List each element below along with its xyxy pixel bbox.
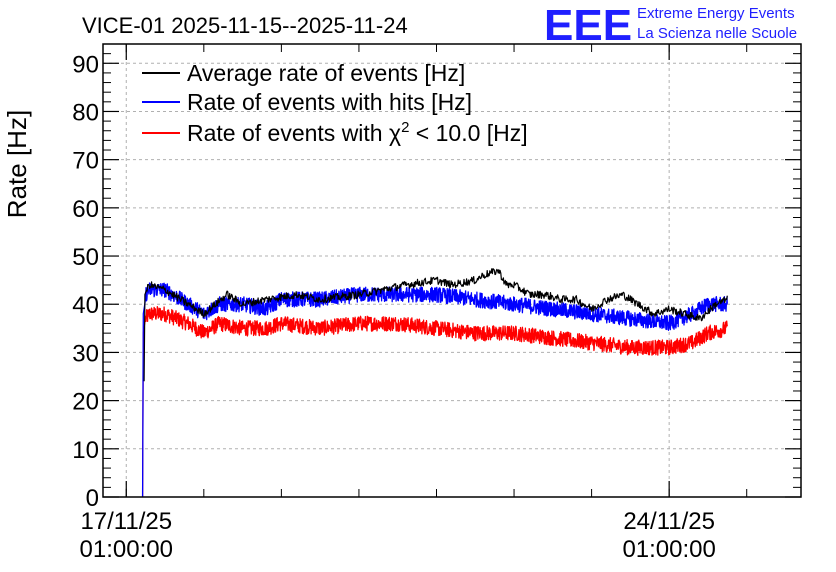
legend-chi2-prefix: Rate of events with — [187, 120, 389, 146]
y-axis-label: Rate [Hz] — [2, 110, 32, 218]
series-average-line — [143, 268, 728, 382]
logo-line-1: Extreme Energy Events — [637, 5, 795, 22]
logo-line-2: La Scienza nelle Scuole — [637, 25, 797, 42]
y-tick-label: 20 — [72, 389, 99, 416]
y-tick-label: 70 — [72, 148, 99, 175]
legend: Average rate of events [Hz] Rate of even… — [142, 60, 528, 146]
y-tick-labels: 0 10 20 30 40 50 60 70 80 90 — [72, 51, 99, 512]
y-tick-label: 40 — [72, 292, 99, 319]
plot-frame — [102, 43, 802, 498]
logo-eee-text: EEE — [544, 1, 632, 50]
y-tick-label: 0 — [86, 485, 99, 512]
legend-chi2-suffix: < 10.0 [Hz] — [409, 120, 527, 146]
x-tick-label-date: 17/11/25 — [80, 508, 172, 535]
legend-label-hits: Rate of events with hits [Hz] — [187, 89, 472, 115]
y-tick-label: 90 — [72, 51, 99, 78]
y-tick-label: 30 — [72, 340, 99, 367]
legend-label-average: Average rate of events [Hz] — [187, 60, 465, 86]
chart-title: VICE-01 2025-11-15--2025-11-24 — [82, 13, 408, 38]
y-tick-label: 80 — [72, 99, 99, 126]
x-tick-label-time: 01:00:00 — [80, 536, 173, 563]
series-chi2-line — [141, 305, 728, 498]
series-hits-line — [141, 282, 728, 498]
y-tick-label: 10 — [72, 437, 99, 464]
y-tick-label: 50 — [72, 244, 99, 271]
eee-logo: EEE Extreme Energy Events La Scienza nel… — [544, 1, 797, 50]
y-tick-label: 60 — [72, 196, 99, 223]
x-tick-label-time: 01:00:00 — [622, 536, 715, 563]
legend-chi2-sup: 2 — [401, 119, 409, 136]
legend-label-chi2: Rate of events with χ2 < 10.0 [Hz] — [187, 119, 528, 146]
x-tick-label-date: 24/11/25 — [623, 508, 715, 535]
axis-ticks — [103, 43, 801, 498]
legend-chi2-symbol: χ — [389, 120, 401, 146]
series-lines — [141, 268, 728, 498]
